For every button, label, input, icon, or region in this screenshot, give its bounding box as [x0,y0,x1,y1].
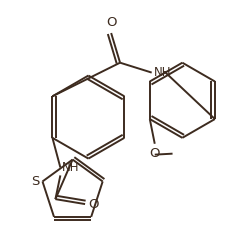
Text: NH: NH [62,161,80,174]
Text: O: O [106,16,116,29]
Text: O: O [149,147,160,160]
Text: NH: NH [154,66,171,79]
Text: S: S [31,175,40,188]
Text: O: O [88,198,99,211]
